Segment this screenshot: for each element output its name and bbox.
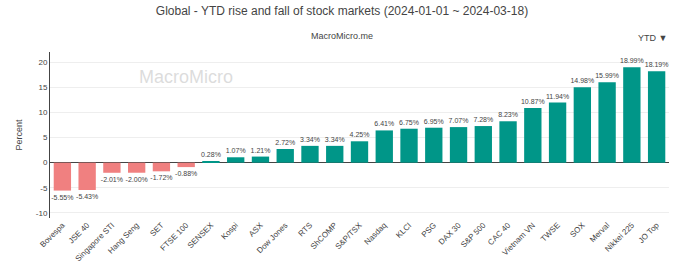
svg-text:-2.01%: -2.01%: [101, 176, 123, 183]
svg-text:20: 20: [38, 58, 47, 67]
svg-text:0: 0: [43, 158, 48, 167]
svg-text:RTS: RTS: [297, 221, 315, 239]
svg-text:6.41%: 6.41%: [374, 120, 394, 127]
svg-text:3.34%: 3.34%: [300, 136, 320, 143]
svg-text:JSE 40: JSE 40: [67, 220, 92, 245]
svg-text:18.99%: 18.99%: [620, 57, 644, 64]
svg-text:Percent: Percent: [14, 119, 24, 151]
svg-text:DAX 30: DAX 30: [437, 220, 463, 246]
svg-text:Nasdaq: Nasdaq: [363, 221, 389, 247]
svg-text:-2.00%: -2.00%: [126, 176, 148, 183]
svg-text:6.95%: 6.95%: [424, 118, 444, 125]
svg-text:-10: -10: [36, 209, 48, 218]
svg-text:7.28%: 7.28%: [473, 116, 493, 123]
svg-text:-0.88%: -0.88%: [175, 170, 197, 177]
svg-text:10.87%: 10.87%: [521, 98, 545, 105]
svg-text:SENSEX: SENSEX: [186, 220, 216, 250]
svg-text:S&P 500: S&P 500: [459, 220, 488, 249]
svg-text:-1.72%: -1.72%: [150, 174, 172, 181]
svg-text:YTD ▼: YTD ▼: [638, 33, 667, 43]
svg-text:4.25%: 4.25%: [350, 131, 370, 138]
svg-text:Merval: Merval: [588, 221, 611, 244]
svg-text:Vietnam VN: Vietnam VN: [501, 221, 538, 258]
svg-text:5: 5: [43, 133, 48, 142]
svg-text:FTSE 100: FTSE 100: [159, 220, 191, 252]
svg-text:15: 15: [38, 83, 47, 92]
svg-text:0.28%: 0.28%: [201, 151, 221, 158]
svg-text:Kospi: Kospi: [219, 221, 240, 242]
svg-text:ShCOMP: ShCOMP: [309, 221, 339, 251]
svg-text:3.34%: 3.34%: [325, 136, 345, 143]
svg-text:8.23%: 8.23%: [498, 111, 518, 118]
svg-text:18.19%: 18.19%: [645, 61, 669, 68]
svg-text:1.07%: 1.07%: [226, 147, 246, 154]
svg-text:Dow Jones: Dow Jones: [255, 221, 289, 255]
svg-text:Global - YTD rise and fall of: Global - YTD rise and fall of stock mark…: [156, 4, 528, 18]
svg-text:2.72%: 2.72%: [275, 139, 295, 146]
svg-text:TWSE: TWSE: [539, 221, 562, 244]
svg-text:ASX: ASX: [247, 220, 265, 238]
svg-text:-5.55%: -5.55%: [51, 194, 73, 201]
svg-text:7.07%: 7.07%: [449, 117, 469, 124]
svg-text:KLCI: KLCI: [394, 221, 413, 240]
svg-text:SOX: SOX: [568, 220, 587, 239]
svg-text:6.75%: 6.75%: [399, 119, 419, 126]
svg-text:Singapore STI: Singapore STI: [74, 221, 117, 264]
svg-text:CAC 40: CAC 40: [486, 220, 513, 247]
svg-text:Hang Seng: Hang Seng: [106, 221, 141, 256]
svg-text:MacroMicro: MacroMicro: [139, 67, 233, 87]
svg-text:Nikkei 225: Nikkei 225: [603, 220, 636, 253]
svg-text:Bovespa: Bovespa: [38, 220, 67, 249]
svg-text:JO Top: JO Top: [637, 220, 662, 245]
svg-text:PSG: PSG: [420, 221, 438, 239]
svg-text:-5: -5: [40, 184, 48, 193]
svg-text:11.94%: 11.94%: [546, 93, 569, 100]
svg-text:SET: SET: [148, 221, 165, 238]
svg-text:14.98%: 14.98%: [570, 77, 594, 84]
svg-text:S&P/TSX: S&P/TSX: [333, 220, 364, 251]
svg-text:10: 10: [38, 108, 47, 117]
svg-text:-5.43%: -5.43%: [76, 193, 98, 200]
svg-text:15.99%: 15.99%: [595, 72, 619, 79]
svg-text:MacroMicro.me: MacroMicro.me: [311, 31, 373, 41]
svg-text:1.21%: 1.21%: [251, 147, 271, 154]
